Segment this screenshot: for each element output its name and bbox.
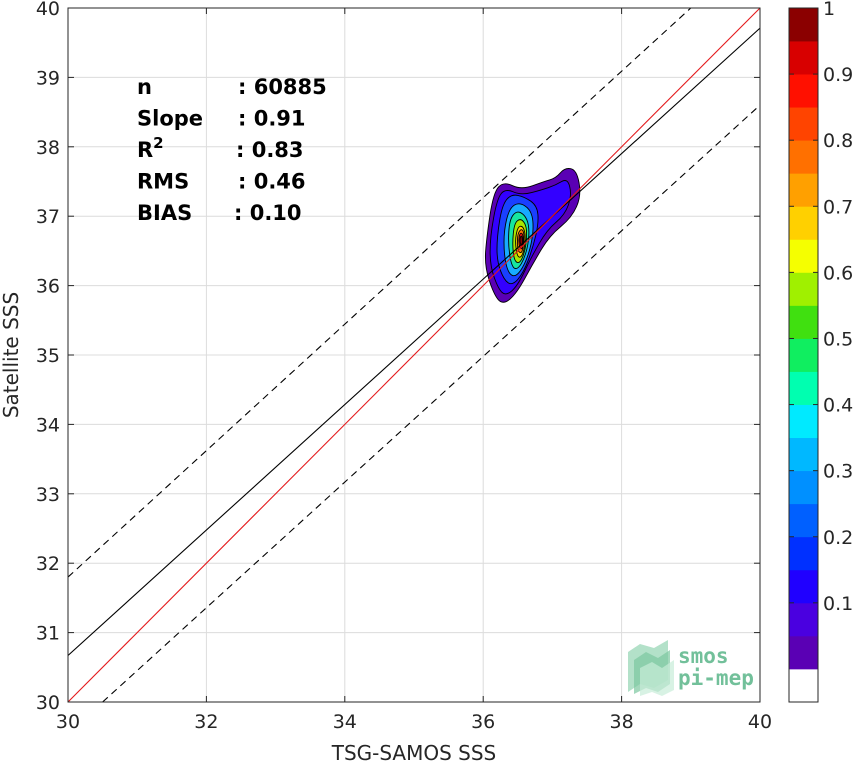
y-axis-title: Satellite SSS bbox=[0, 292, 23, 418]
stat-value: : 60885 bbox=[238, 75, 327, 99]
colorbar-bin bbox=[789, 272, 818, 306]
stat-label: BIAS bbox=[137, 201, 192, 225]
upper-bound-line bbox=[67, 7, 692, 578]
x-tick-label: 38 bbox=[610, 711, 634, 733]
x-tick-label: 36 bbox=[471, 711, 495, 733]
colorbar-bin bbox=[789, 668, 818, 703]
colorbar-bin bbox=[789, 239, 818, 273]
colorbar-bin bbox=[789, 173, 818, 207]
y-tick-label: 36 bbox=[36, 276, 60, 298]
colorbar-tick-label: 0.1 bbox=[823, 593, 853, 615]
colorbar-tick-label: 0.3 bbox=[823, 461, 853, 483]
colorbar-bin bbox=[789, 635, 818, 670]
lower-bound-line bbox=[102, 104, 761, 703]
colorbar-bin bbox=[789, 371, 818, 405]
colorbar-bin bbox=[789, 503, 818, 538]
colorbar-bin bbox=[789, 404, 818, 439]
colorbar-bin bbox=[789, 569, 818, 604]
colorbar-tick-label: 0.9 bbox=[823, 64, 853, 86]
y-tick-label: 37 bbox=[36, 206, 60, 228]
colorbar-bin bbox=[789, 602, 818, 637]
x-tick-label: 40 bbox=[748, 711, 772, 733]
colorbar-bin bbox=[789, 305, 818, 339]
colorbar: 0.1 0.2 0.3 0.4 0.5 0.6 0.7 0.8 0.9 1 bbox=[788, 0, 853, 703]
y-tick-label: 35 bbox=[36, 345, 60, 367]
stat-label: n bbox=[137, 75, 152, 99]
axis-ticks: 30 32 34 36 38 40 30 31 32 33 34 35 36 37 38 39 40 bbox=[36, 0, 772, 733]
x-axis-title: TSG-SAMOS SSS bbox=[331, 741, 497, 764]
x-tick-label: 32 bbox=[194, 711, 218, 733]
stat-value: : 0.91 bbox=[238, 107, 306, 131]
y-tick-label: 31 bbox=[36, 623, 60, 645]
stat-label: R2 bbox=[137, 134, 164, 162]
colorbar-bin bbox=[789, 107, 818, 141]
colorbar-tick-label: 0.4 bbox=[823, 395, 853, 417]
colorbar-tick-label: 0.5 bbox=[823, 328, 853, 350]
colorbar-bin bbox=[789, 74, 818, 108]
y-tick-label: 38 bbox=[36, 137, 60, 159]
stat-value: : 0.10 bbox=[234, 201, 302, 225]
regression-line bbox=[67, 27, 761, 656]
stat-label: Slope bbox=[137, 107, 203, 131]
colorbar-tick-label: 0.6 bbox=[823, 262, 853, 284]
colorbar-bin bbox=[789, 206, 818, 240]
colorbar-bin bbox=[789, 8, 818, 42]
colorbar-bin bbox=[789, 470, 818, 505]
y-tick-label: 33 bbox=[36, 484, 60, 506]
y-tick-label: 39 bbox=[36, 67, 60, 89]
logo-waves-icon bbox=[628, 640, 674, 696]
logo-line-1: smos bbox=[678, 644, 729, 668]
y-tick-label: 30 bbox=[36, 692, 60, 714]
x-tick-label: 30 bbox=[56, 711, 80, 733]
colorbar-bin bbox=[789, 338, 818, 372]
y-tick-label: 34 bbox=[36, 414, 60, 436]
logo-line-2: pi-mep bbox=[678, 666, 754, 690]
stat-value: : 0.83 bbox=[236, 138, 304, 162]
colorbar-frame bbox=[788, 7, 819, 703]
colorbar-bin bbox=[789, 41, 818, 75]
colorbar-tick-label: 0.7 bbox=[823, 196, 853, 218]
colorbar-bin bbox=[789, 437, 818, 472]
one-to-one-line bbox=[67, 7, 761, 703]
colorbar-tick-label: 0.8 bbox=[823, 130, 853, 152]
y-tick-label: 40 bbox=[36, 0, 60, 20]
stat-value: : 0.46 bbox=[238, 170, 306, 194]
smos-pi-mep-logo: smos pi-mep bbox=[628, 640, 754, 696]
reference-lines bbox=[67, 7, 761, 703]
colorbar-tick-label: 0.2 bbox=[823, 527, 853, 549]
y-tick-label: 32 bbox=[36, 553, 60, 575]
colorbar-bin bbox=[789, 536, 818, 571]
stat-label: RMS bbox=[137, 170, 189, 194]
stats-box: n : 60885 Slope : 0.91 R2 : 0.83 RMS : 0.46 BIAS… bbox=[137, 75, 327, 225]
colorbar-tick-label: 1 bbox=[823, 0, 835, 20]
colorbar-bin bbox=[789, 140, 818, 174]
density-contour bbox=[519, 235, 523, 246]
x-tick-label: 34 bbox=[333, 711, 357, 733]
